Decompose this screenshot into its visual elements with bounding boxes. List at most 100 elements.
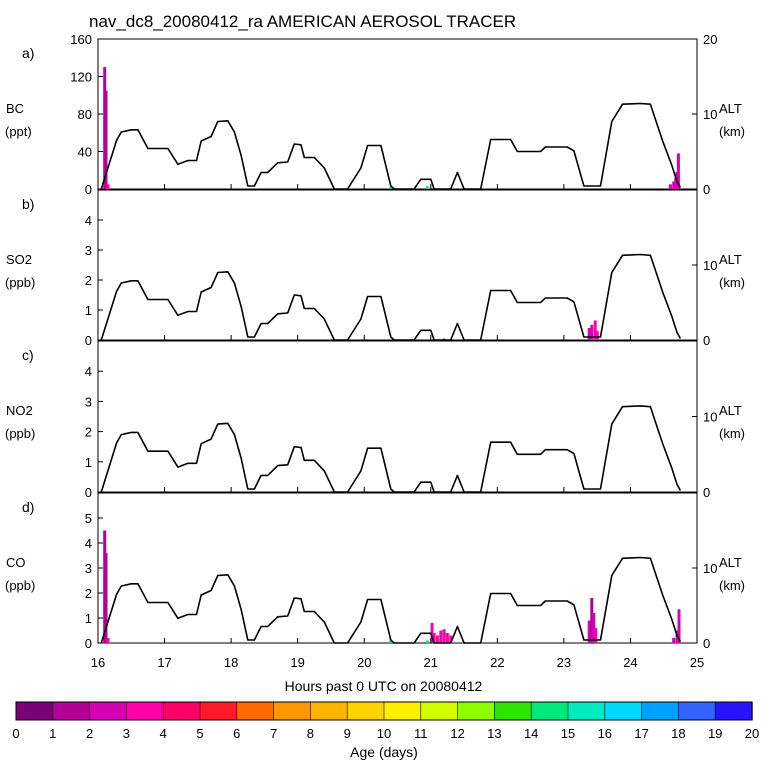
panel-frame-0 [97, 38, 698, 190]
colorbar-swatch [641, 701, 680, 721]
concentration-bar [389, 187, 393, 189]
colorbar-swatch [236, 701, 275, 721]
concentration-bar [672, 638, 676, 643]
alt-tick-label: 20 [703, 32, 717, 47]
y-tick-label: 160 [70, 32, 92, 47]
x-tick-label: 16 [91, 655, 105, 670]
colorbar-tick-label: 16 [598, 726, 612, 741]
concentration-bar [106, 184, 110, 189]
alt-tick-label: 0 [703, 485, 710, 500]
alt-unit-label: (km) [719, 578, 745, 593]
alt-unit-label: (km) [719, 124, 745, 139]
species-label: BC [6, 101, 24, 116]
colorbar-swatch [567, 701, 606, 721]
alt-unit-label: (km) [719, 426, 745, 441]
concentration-bar [587, 328, 591, 340]
colorbar-swatch [310, 701, 348, 721]
x-tick-label: 25 [690, 655, 704, 670]
x-tick-label: 20 [357, 655, 371, 670]
y-tick-label: 1 [85, 455, 92, 470]
panel-letter: b) [22, 196, 34, 212]
concentration-bar [668, 184, 672, 189]
colorbar-tick-label: 15 [561, 726, 575, 741]
colorbar-swatch [420, 701, 459, 721]
unit-label: (ppb) [5, 426, 35, 441]
colorbar-swatch [15, 701, 54, 721]
colorbar-tick-label: 19 [708, 726, 722, 741]
x-tick-label: 21 [424, 655, 438, 670]
chart-title: nav_dc8_20080412_ra AMERICAN AEROSOL TRA… [89, 12, 516, 31]
colorbar-swatch [714, 701, 753, 721]
concentration-bar [677, 609, 681, 644]
y-tick-label: 3 [85, 243, 92, 258]
colorbar-tick-label: 0 [12, 726, 19, 741]
concentration-bar [672, 181, 676, 189]
altitude-line [100, 556, 682, 644]
y-tick-label: 2 [85, 273, 92, 288]
colorbar-tick-label: 11 [414, 726, 428, 741]
concentration-bar [594, 628, 598, 643]
colorbar-tick-label: 3 [123, 726, 130, 741]
species-label: CO [6, 555, 26, 570]
species-label: NO2 [6, 403, 33, 418]
unit-label: (ppb) [5, 578, 35, 593]
concentration-bar [590, 325, 594, 340]
altitude-line [100, 253, 682, 341]
y-tick-label: 2 [85, 425, 92, 440]
concentration-bar [439, 630, 443, 643]
panel-letter: d) [22, 499, 34, 515]
x-tick-label: 17 [157, 655, 171, 670]
concentration-bar [593, 320, 597, 340]
colorbar-tick-label: 17 [634, 726, 648, 741]
colorbar-swatch [604, 701, 643, 721]
colorbar-swatch [126, 701, 164, 721]
y-tick-label: 1 [85, 611, 92, 626]
concentration-bar [104, 90, 108, 189]
concentration-bar [435, 635, 439, 643]
panel-frame-3 [97, 492, 698, 644]
y-tick-label: 0 [85, 636, 92, 651]
colorbar-tick-label: 9 [344, 726, 351, 741]
x-tick-label: 18 [224, 655, 238, 670]
panel-frame-2 [97, 340, 698, 493]
y-tick-label: 0 [85, 485, 92, 500]
colorbar-tick-label: 20 [745, 726, 759, 741]
y-tick-label: 4 [85, 364, 92, 379]
colorbar-tick-label: 14 [524, 726, 538, 741]
alt-tick-label: 10 [703, 410, 717, 425]
concentration-bar [449, 635, 453, 643]
y-tick-label: 0 [85, 333, 92, 348]
y-tick-label: 3 [85, 561, 92, 576]
concentration-bar [445, 633, 449, 643]
colorbar-swatch [530, 701, 569, 721]
colorbar-tick-label: 7 [270, 726, 277, 741]
unit-label: (ppt) [5, 124, 32, 139]
x-tick-label: 22 [490, 655, 504, 670]
altitude-line [100, 405, 682, 493]
concentration-bar [676, 153, 680, 189]
colorbar-swatch [199, 701, 238, 721]
concentration-bar [430, 623, 434, 643]
concentration-bar [442, 629, 446, 644]
y-tick-label: 1 [85, 303, 92, 318]
y-tick-label: 0 [85, 182, 92, 197]
concentration-bar [590, 598, 594, 643]
panel-letter: a) [22, 45, 34, 61]
colorbar-tick-label: 8 [307, 726, 314, 741]
concentration-bar [425, 186, 429, 189]
concentration-bar [104, 553, 108, 643]
alt-label: ALT [719, 252, 742, 267]
colorbar-tick-label: 13 [487, 726, 501, 741]
altitude-line [100, 102, 682, 190]
y-tick-label: 80 [78, 107, 92, 122]
alt-tick-label: 0 [703, 333, 710, 348]
alt-tick-label: 0 [703, 182, 710, 197]
concentration-bar [106, 638, 110, 643]
x-tick-label: 19 [290, 655, 304, 670]
colorbar-tick-label: 4 [160, 726, 167, 741]
colorbar-tick-label: 18 [671, 726, 685, 741]
concentration-bar [389, 640, 393, 643]
x-axis-label: Hours past 0 UTC on 20080412 [285, 678, 483, 694]
alt-tick-label: 0 [703, 636, 710, 651]
